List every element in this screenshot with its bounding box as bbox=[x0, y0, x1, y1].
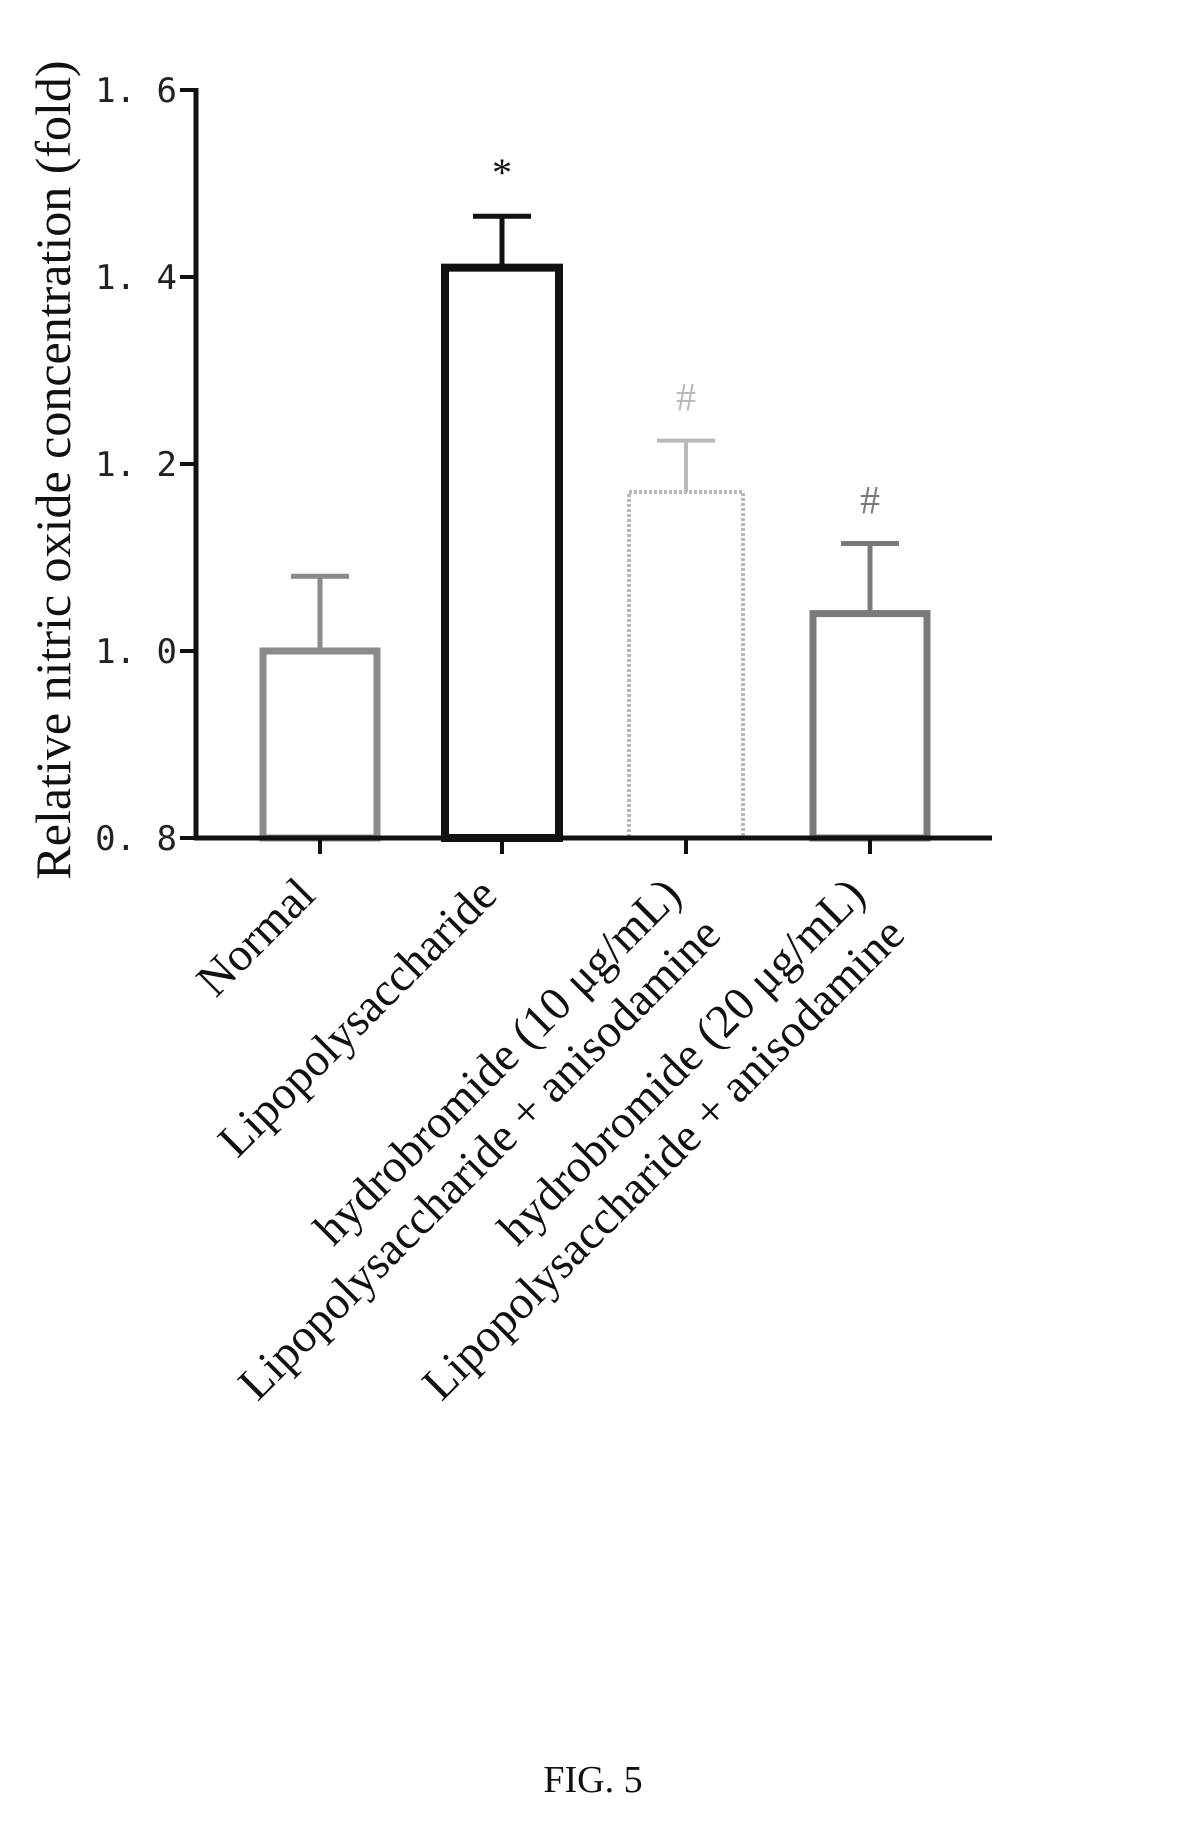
bars bbox=[259, 263, 931, 842]
y-axis-label: Relative nitric oxide concentration (fol… bbox=[25, 60, 81, 879]
y-tick-label: 1. 0 bbox=[95, 632, 177, 672]
category-labels: NormalLipopolysaccharideLipopolysacchari… bbox=[187, 868, 915, 1410]
significance-mark: # bbox=[676, 375, 696, 420]
bar bbox=[627, 490, 745, 840]
y-tick-label: 0. 8 bbox=[95, 819, 177, 859]
figure-caption: FIG. 5 bbox=[543, 1759, 643, 1801]
significance-mark: # bbox=[860, 477, 880, 522]
bar bbox=[441, 263, 563, 842]
category-label-line: Normal bbox=[187, 868, 325, 1006]
y-tick-label: 1. 6 bbox=[95, 71, 177, 111]
significance-mark: * bbox=[492, 150, 512, 195]
y-tick-label: 1. 2 bbox=[95, 445, 177, 485]
category-label: Normal bbox=[187, 868, 325, 1006]
y-axis-title: Relative nitric oxide concentration (fol… bbox=[25, 60, 81, 879]
bar-chart: Relative nitric oxide concentration (fol… bbox=[25, 60, 992, 1410]
y-tick-label: 1. 4 bbox=[95, 258, 177, 298]
bar bbox=[809, 610, 931, 842]
x-axis-ticks bbox=[318, 838, 872, 854]
y-axis-ticks: 0. 8 1. 0 1. 2 1. 4 1. 6 bbox=[95, 71, 196, 859]
significance-marks: * # # bbox=[492, 150, 880, 522]
bar bbox=[259, 647, 381, 842]
axes bbox=[193, 88, 992, 841]
error-bars bbox=[291, 213, 899, 651]
